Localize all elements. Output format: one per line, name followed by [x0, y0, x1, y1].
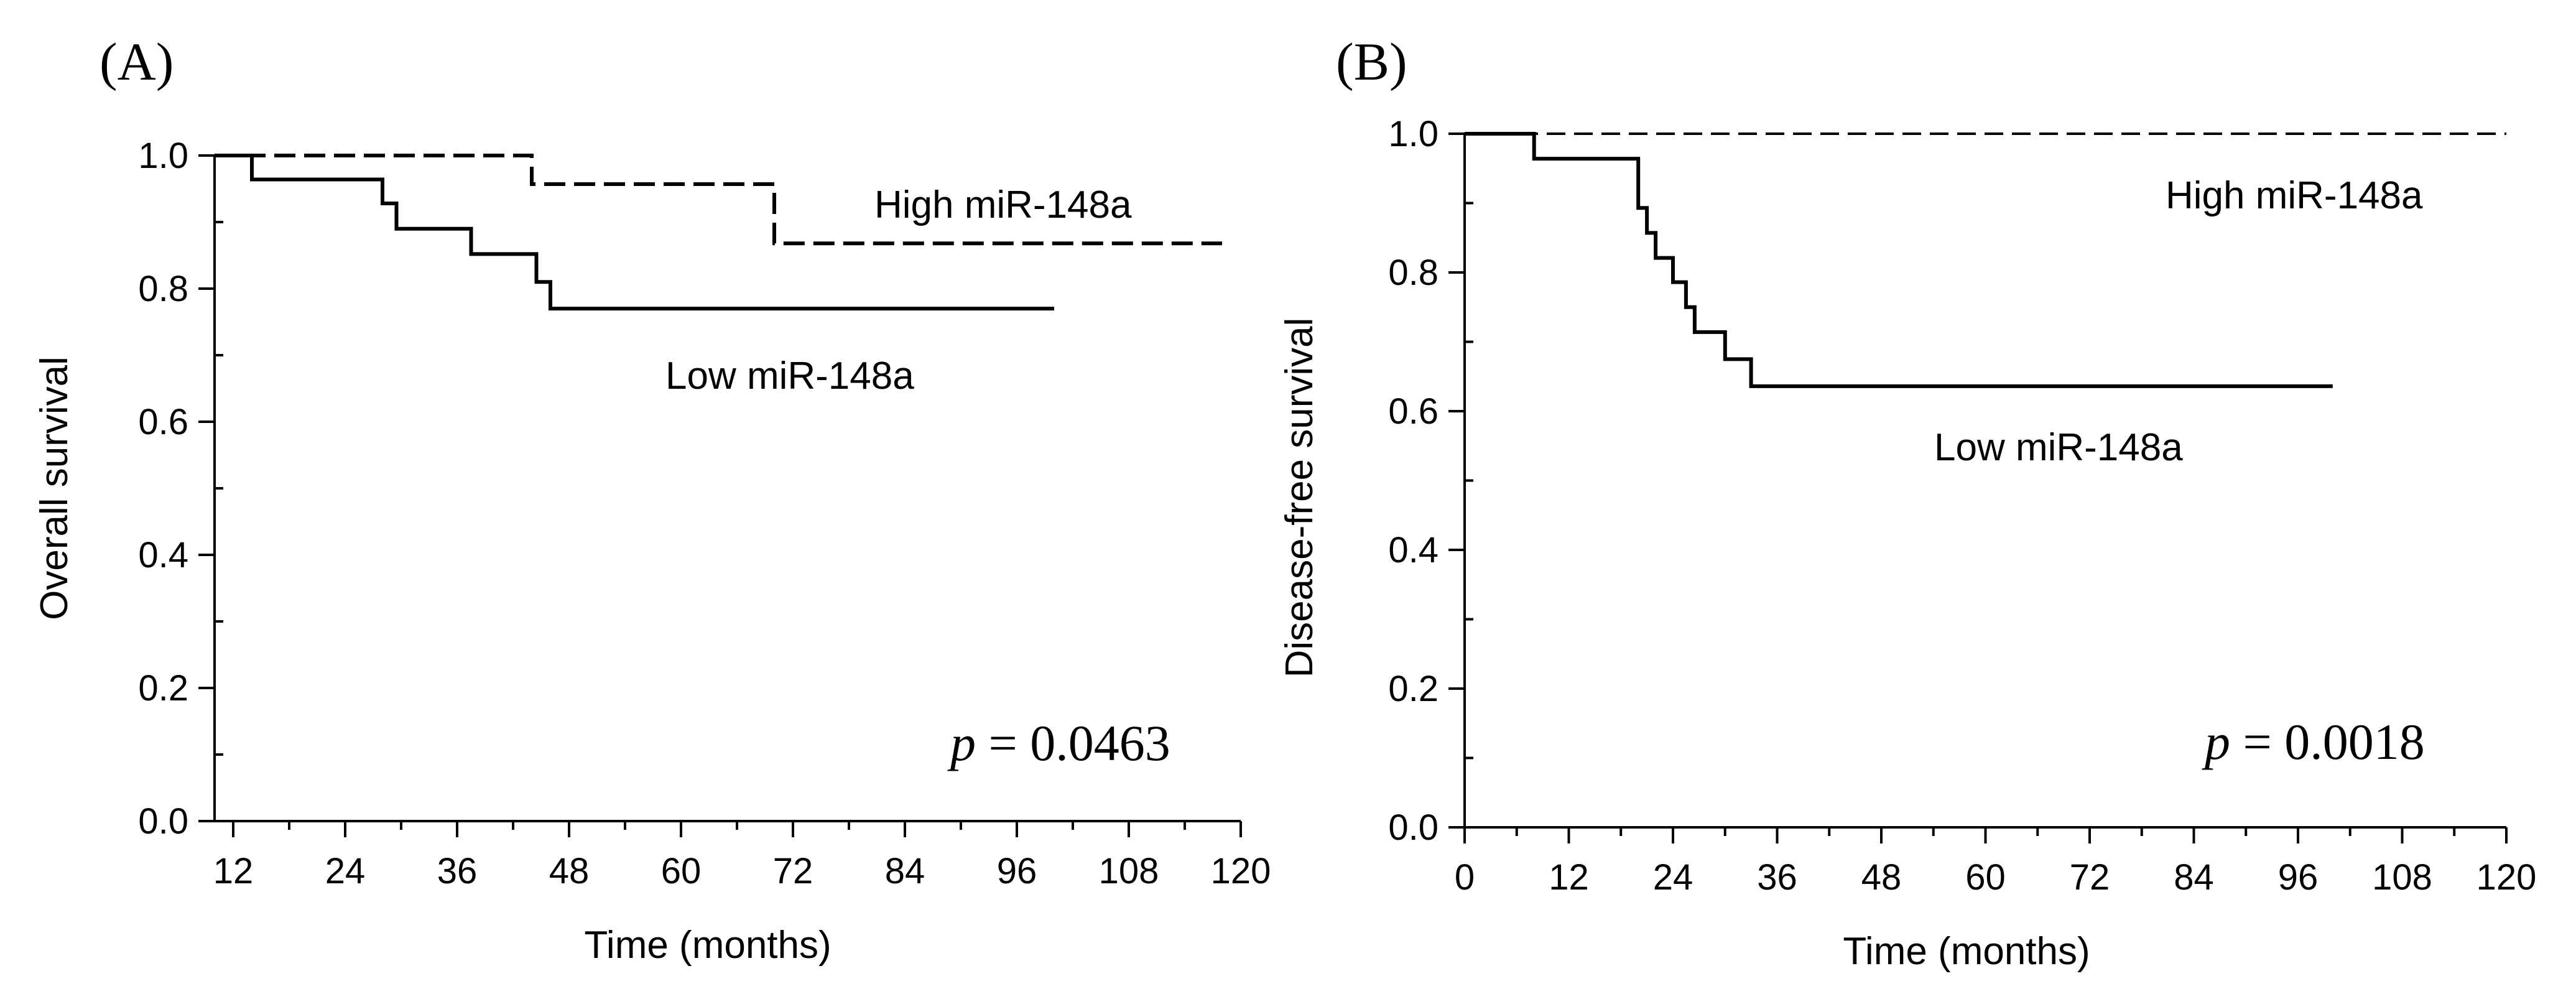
- panel-a-ytick-label: 0.4: [138, 535, 188, 575]
- panel-b-xtick-label: 60: [1965, 857, 2006, 898]
- panel-a-series: [215, 154, 1222, 311]
- panel-b-xtick-label: 84: [2174, 857, 2214, 898]
- panel-a-ytick-label: 0.6: [138, 402, 188, 442]
- panel-b-xtick-label: 72: [2070, 857, 2110, 898]
- panel-b-y-title: Disease-free survival: [1278, 318, 1321, 678]
- panel-b-xtick-label: 96: [2278, 857, 2319, 898]
- panel-b-ticks: 0 12 24 36 48 60 72 84 96 108 120 0.0 0.2 0.4 0.6 0.8 1.…: [1388, 114, 2536, 898]
- panel-a-xtick-label: 24: [325, 851, 366, 891]
- panel-a-xtick-label: 72: [773, 851, 813, 891]
- panel-b-ytick-label: 0.0: [1388, 807, 1439, 848]
- panel-a-ytick-label: 0.2: [138, 668, 188, 709]
- panel-b-ytick-label: 0.8: [1388, 253, 1439, 293]
- panel-a-ytick-label: 0.8: [138, 269, 188, 309]
- panel-a-xtick-label: 84: [885, 851, 925, 891]
- panel-b-ytick-label: 0.2: [1388, 669, 1439, 709]
- panel-b-xtick-label: 12: [1549, 857, 1589, 898]
- panel-b-label: (B): [1336, 32, 1407, 91]
- panel-b-x-title: Time (months): [1843, 930, 2090, 973]
- panel-b-series: [1465, 132, 2506, 388]
- panel-b-ytick-label: 0.6: [1388, 391, 1439, 432]
- panel-a-y-title: Overall survival: [33, 356, 76, 620]
- panel-b-line-low-mir-148a: [1465, 132, 2333, 388]
- panel-a-overall-survival: (A) 12 24 36 48 60 72 84 96 108 120 0.0 0.2 0.4 0.6 0.…: [33, 32, 1271, 967]
- panel-a-xtick-label: 36: [437, 851, 478, 891]
- panel-a-x-title: Time (months): [584, 924, 831, 967]
- panel-b-xtick-label: 0: [1455, 857, 1475, 898]
- panel-a-xtick-label: 12: [213, 851, 254, 891]
- panel-a-xtick-label: 60: [661, 851, 702, 891]
- panel-b-xtick-label: 48: [1861, 857, 1902, 898]
- panel-a-p-value: p = 0.0463: [947, 715, 1170, 771]
- panel-a-label: (A): [100, 32, 174, 91]
- panel-a-xtick-label: 96: [997, 851, 1037, 891]
- panel-a-xtick-label: 48: [549, 851, 590, 891]
- panel-a-line-low-mir-148a: [215, 154, 1054, 311]
- panel-a-low-label: Low miR-148a: [665, 355, 914, 397]
- panel-b-xtick-label: 108: [2372, 857, 2432, 898]
- panel-a-xtick-label: 120: [1211, 851, 1271, 891]
- panel-b-xtick-label: 36: [1757, 857, 1797, 898]
- panel-b-disease-free-survival: (B) 0 12 24 36 48 60 72 84 96 108 1200.00.20.40.60…: [1278, 32, 2536, 973]
- panel-a-xtick-label: 108: [1099, 851, 1159, 891]
- panel-a-ticks: 12 24 36 48 60 72 84 96 108 120 0.0 0.2 0.4 0.6 0.8 1.0: [138, 136, 1271, 891]
- panel-a-ytick-label: 0.0: [138, 801, 188, 842]
- panel-b-low-label: Low miR-148a: [1934, 426, 2183, 469]
- panel-b-ytick-label: 0.4: [1388, 530, 1439, 570]
- panel-b-high-label: High miR-148a: [2166, 174, 2423, 217]
- panel-a-line-high-mir-148a: [215, 154, 1222, 246]
- panel-b-p-value: p = 0.0018: [2202, 713, 2425, 770]
- panel-b-ytick-label: 1.0: [1388, 114, 1439, 154]
- panel-a-high-label: High miR-148a: [874, 184, 1132, 226]
- panel-b-xtick-label: 24: [1653, 857, 1693, 898]
- panel-b-xtick-label: 120: [2476, 857, 2537, 898]
- panel-a-ytick-label: 1.0: [138, 136, 188, 176]
